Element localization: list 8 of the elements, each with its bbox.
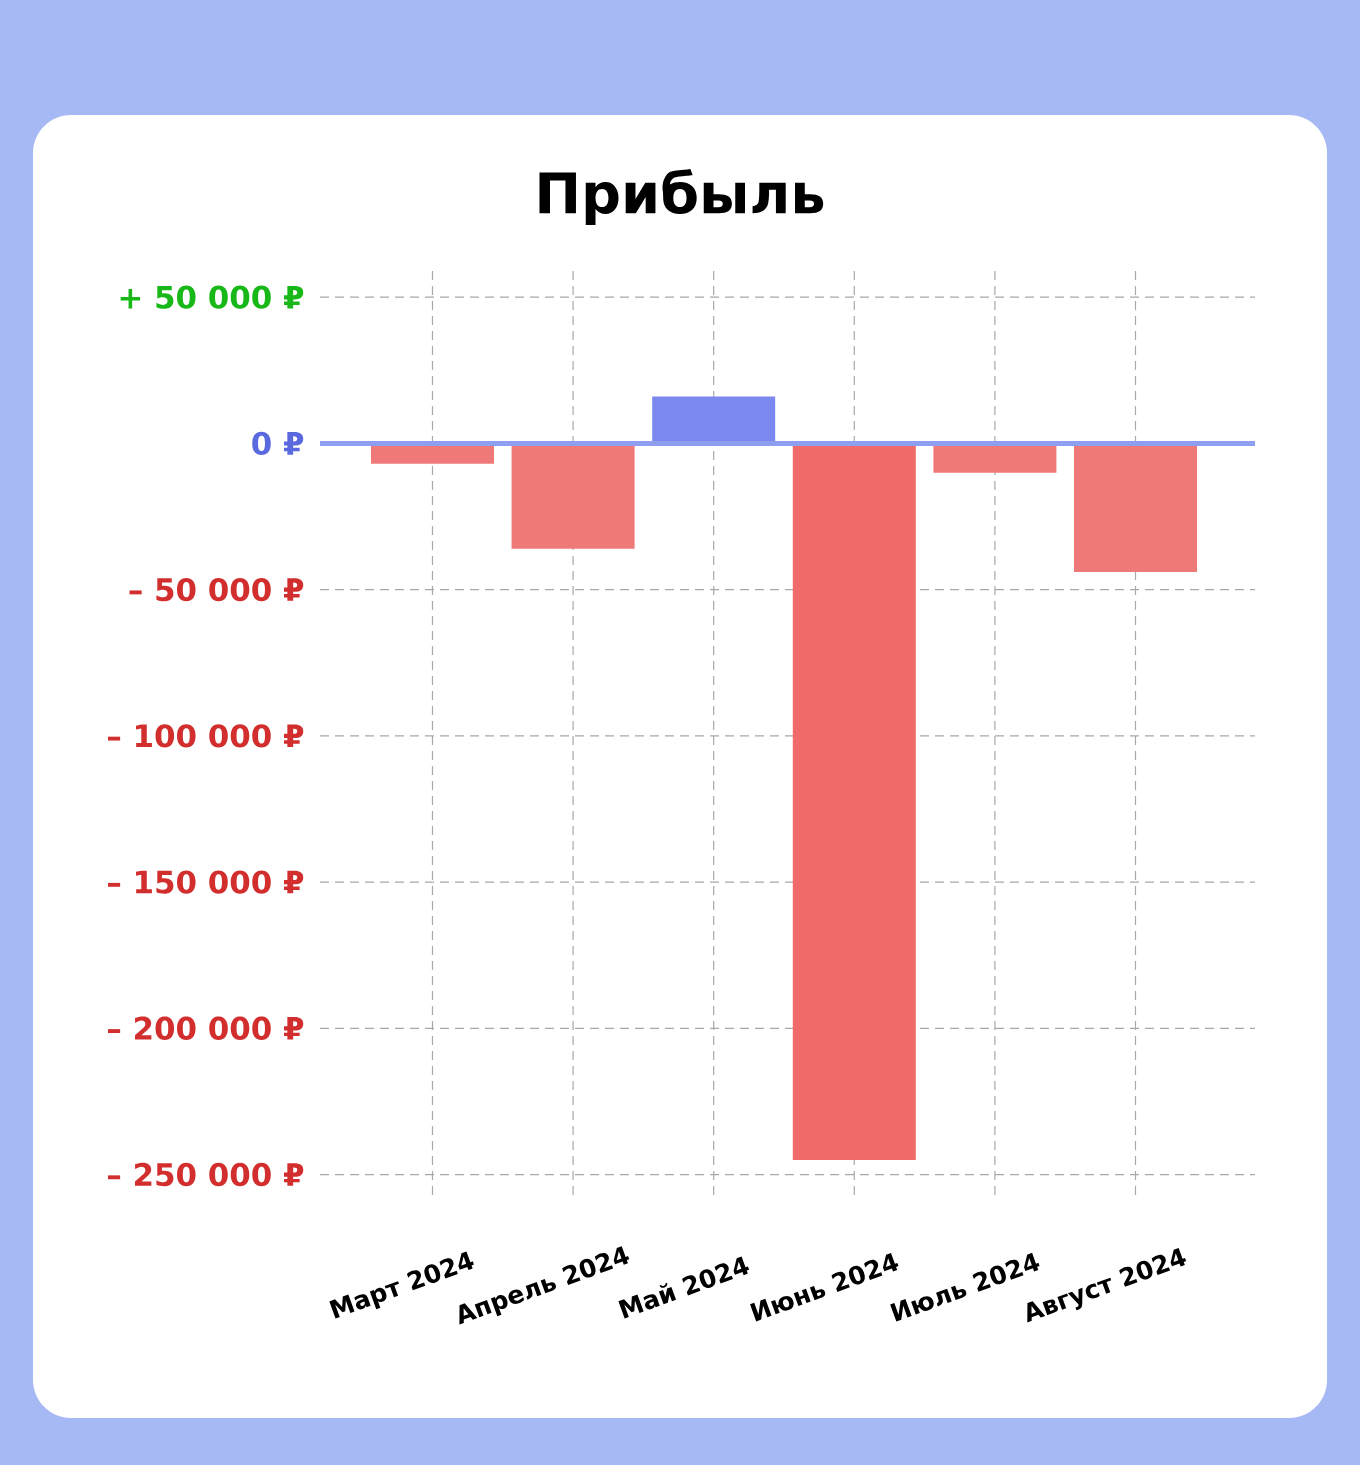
y-tick-label: + 50 000 ₽ — [120, 285, 304, 309]
y-tick-label: – 250 000 ₽ — [108, 1162, 304, 1187]
y-tick-label: – 50 000 ₽ — [129, 577, 304, 602]
y-tick-label: 0 ₽ — [252, 431, 304, 456]
chart-title: Прибыль — [539, 169, 824, 225]
y-tick-label: – 150 000 ₽ — [108, 870, 304, 894]
y-tick-label: – 100 000 ₽ — [108, 724, 304, 748]
y-tick-label: – 200 000 ₽ — [108, 1016, 304, 1040]
